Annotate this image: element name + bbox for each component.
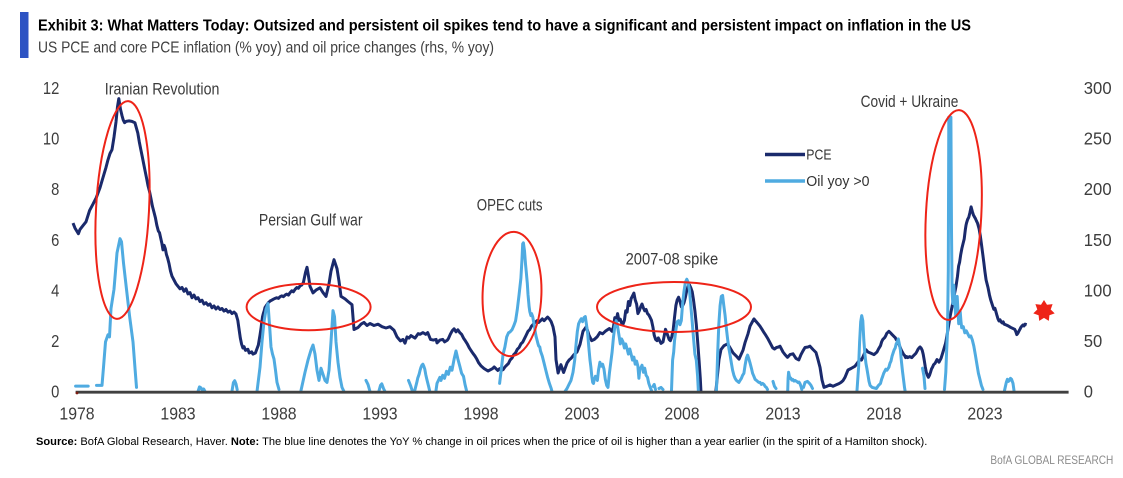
svg-text:300: 300 bbox=[1084, 78, 1112, 98]
svg-text:1988: 1988 bbox=[261, 404, 296, 424]
svg-text:2003: 2003 bbox=[564, 404, 599, 424]
svg-text:Covid + Ukraine: Covid + Ukraine bbox=[861, 92, 959, 111]
svg-text:6: 6 bbox=[51, 230, 59, 250]
svg-text:2008: 2008 bbox=[664, 404, 699, 424]
svg-text:2: 2 bbox=[51, 331, 59, 351]
svg-text:4: 4 bbox=[51, 280, 59, 300]
svg-text:12: 12 bbox=[43, 78, 59, 98]
svg-text:100: 100 bbox=[1084, 280, 1112, 300]
svg-text:2007-08 spike: 2007-08 spike bbox=[626, 250, 719, 269]
svg-text:OPEC cuts: OPEC cuts bbox=[477, 195, 543, 214]
svg-text:250: 250 bbox=[1084, 129, 1112, 149]
svg-text:1998: 1998 bbox=[463, 404, 498, 424]
svg-text:1993: 1993 bbox=[362, 404, 397, 424]
svg-text:0: 0 bbox=[51, 382, 59, 402]
svg-text:Exhibit 3: What Matters Today:: Exhibit 3: What Matters Today: Outsized … bbox=[38, 18, 971, 35]
svg-text:200: 200 bbox=[1084, 179, 1112, 199]
svg-text:BofA GLOBAL RESEARCH: BofA GLOBAL RESEARCH bbox=[990, 454, 1113, 467]
svg-text:Source: BofA Global Research,: Source: BofA Global Research, Haver. Not… bbox=[36, 436, 927, 448]
svg-text:150: 150 bbox=[1084, 230, 1112, 250]
svg-text:PCE: PCE bbox=[806, 146, 831, 163]
svg-text:2013: 2013 bbox=[765, 404, 800, 424]
svg-text:US PCE and core PCE inflation: US PCE and core PCE inflation (% yoy) an… bbox=[38, 40, 494, 57]
svg-text:8: 8 bbox=[51, 179, 59, 199]
svg-text:2018: 2018 bbox=[866, 404, 901, 424]
svg-text:2023: 2023 bbox=[967, 404, 1002, 424]
svg-text:50: 50 bbox=[1084, 331, 1103, 351]
svg-text:Persian Gulf war: Persian Gulf war bbox=[259, 211, 363, 230]
svg-text:0: 0 bbox=[1084, 382, 1093, 402]
svg-text:Oil yoy >0: Oil yoy >0 bbox=[806, 173, 869, 190]
svg-text:10: 10 bbox=[43, 129, 60, 149]
svg-text:1983: 1983 bbox=[160, 404, 195, 424]
svg-text:1978: 1978 bbox=[59, 404, 94, 424]
svg-text:Iranian Revolution: Iranian Revolution bbox=[105, 80, 220, 99]
